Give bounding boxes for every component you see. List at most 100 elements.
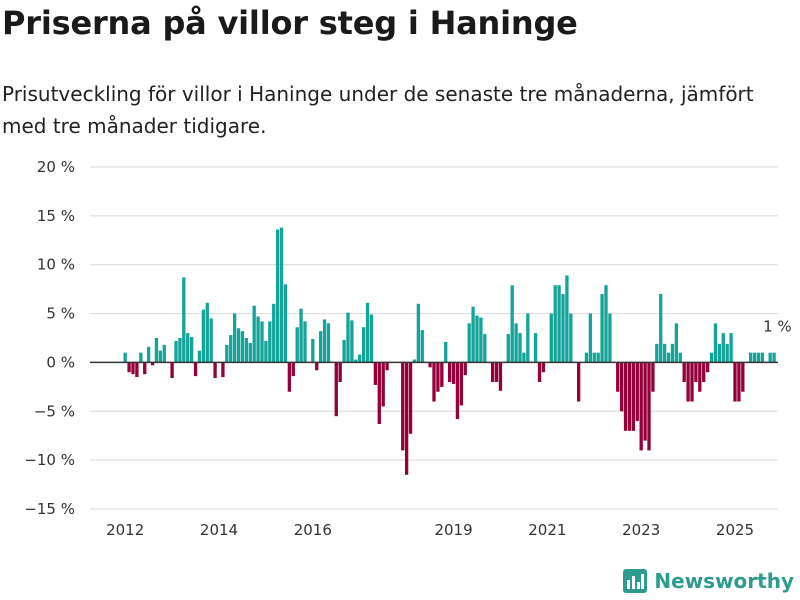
bar — [158, 350, 163, 363]
bar — [139, 352, 143, 363]
bar — [299, 308, 303, 363]
bar — [729, 333, 733, 363]
bar — [213, 362, 217, 379]
bar — [490, 362, 495, 382]
price-change-bar-chart: −15 %−10 %−5 %0 %5 %10 %15 %20 % 2012 201… — [24, 158, 792, 539]
bar — [510, 285, 514, 363]
bar — [752, 352, 757, 363]
bar — [584, 352, 589, 363]
bar — [369, 314, 374, 363]
bar — [416, 303, 421, 363]
bar — [311, 338, 315, 363]
bar — [135, 362, 139, 378]
bar — [346, 312, 350, 363]
bar — [627, 362, 632, 431]
bar — [272, 303, 276, 363]
bar — [506, 334, 510, 363]
bar — [381, 362, 385, 407]
bar — [170, 362, 174, 379]
bar — [440, 362, 444, 387]
bar — [279, 227, 284, 363]
bar — [162, 344, 166, 363]
bar — [287, 362, 292, 392]
bar — [623, 362, 628, 431]
bar — [182, 277, 186, 363]
bar — [315, 362, 319, 371]
bar — [365, 302, 370, 363]
bar — [479, 317, 483, 363]
bar — [326, 323, 331, 363]
bar — [635, 362, 639, 422]
bar — [229, 335, 233, 363]
bar — [401, 362, 405, 451]
bar — [404, 362, 409, 475]
bar — [717, 343, 722, 363]
bar — [377, 362, 381, 424]
bar — [686, 362, 690, 402]
bar — [604, 285, 608, 363]
bar — [322, 319, 327, 363]
bar — [291, 362, 295, 377]
bar — [639, 362, 643, 451]
bar — [694, 362, 698, 382]
bars — [123, 227, 776, 475]
bar — [760, 352, 765, 363]
bar — [143, 362, 147, 375]
bar — [350, 320, 354, 363]
bar — [748, 352, 753, 363]
bar — [420, 330, 424, 363]
bar — [295, 327, 299, 363]
bar — [670, 343, 675, 363]
bar — [659, 294, 663, 363]
bar — [674, 323, 679, 363]
x-tick-label: 2012 — [106, 521, 144, 539]
bar — [592, 352, 596, 363]
bar — [197, 350, 202, 363]
last-value-label: 1 % — [763, 318, 792, 336]
bar — [600, 294, 604, 363]
bar — [737, 362, 741, 402]
y-tick-label: −15 % — [24, 500, 75, 518]
bar — [432, 362, 436, 402]
bar — [569, 313, 573, 363]
bar — [651, 362, 655, 392]
x-tick-label: 2016 — [294, 521, 332, 539]
bar — [354, 359, 358, 363]
y-tick-label: 0 % — [46, 353, 75, 371]
bar — [557, 285, 561, 363]
x-tick-label: 2014 — [200, 521, 238, 539]
bar — [408, 362, 413, 434]
bar — [428, 362, 432, 368]
bar — [522, 352, 526, 363]
bar — [467, 323, 471, 363]
bar — [768, 352, 772, 363]
bar-chart-logo-icon — [623, 569, 648, 593]
bar — [248, 342, 252, 363]
bar — [318, 331, 323, 363]
bar — [260, 321, 264, 363]
bar — [541, 362, 546, 373]
bar — [451, 362, 456, 384]
bar — [240, 331, 245, 363]
bar — [146, 346, 151, 363]
bar — [514, 323, 518, 363]
bar — [549, 313, 553, 363]
bar — [619, 362, 624, 412]
brand-name: Newsworthy — [654, 569, 794, 593]
bar — [252, 305, 256, 363]
bar — [616, 362, 620, 392]
bar — [150, 362, 155, 366]
bar — [275, 229, 280, 363]
bar — [193, 362, 198, 377]
bar — [256, 316, 260, 363]
bar — [705, 362, 710, 373]
x-tick-label: 2021 — [528, 521, 566, 539]
x-tick-label: 2019 — [434, 521, 472, 539]
bar — [643, 362, 647, 441]
bar — [537, 362, 542, 382]
bar — [483, 334, 487, 363]
bar — [225, 344, 229, 363]
bar — [385, 362, 389, 371]
bar — [201, 309, 206, 363]
bar — [518, 333, 522, 363]
